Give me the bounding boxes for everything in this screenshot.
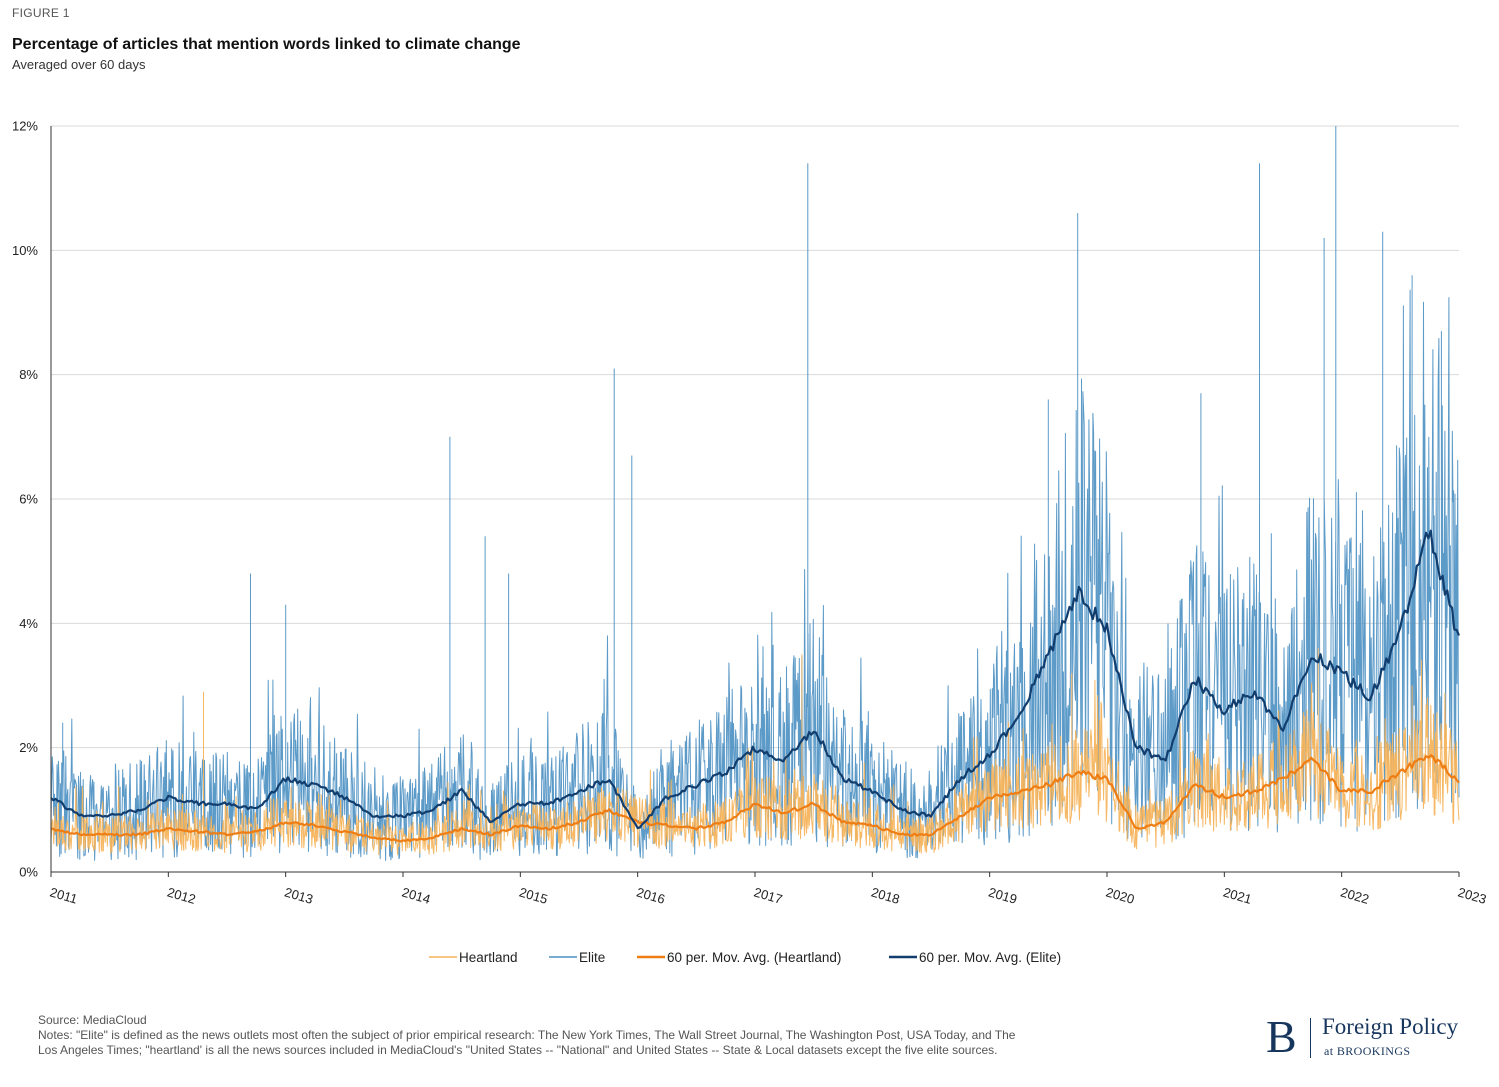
x-tick-label: 2011: [48, 884, 79, 906]
x-tick-label: 2013: [283, 884, 315, 906]
daily-series: [50, 126, 1460, 861]
x-tick-label: 2020: [1104, 884, 1136, 906]
legend-label: 60 per. Mov. Avg. (Heartland): [667, 950, 841, 965]
chart-title: Percentage of articles that mention word…: [12, 36, 521, 53]
y-tick-label: 6%: [19, 492, 38, 507]
x-tick-label: 2022: [1339, 884, 1371, 906]
x-tick-label: 2019: [987, 884, 1019, 906]
x-axis-ticks: 2011 2012 2013 2014 2015 2016 2017 2018 2019 2020…: [48, 872, 1488, 907]
x-tick-label: 2023: [1456, 884, 1488, 906]
y-tick-label: 2%: [19, 740, 38, 755]
chart-subtitle: Averaged over 60 days: [12, 57, 146, 72]
x-tick-label: 2012: [166, 884, 198, 906]
y-tick-label: 8%: [19, 367, 38, 382]
logo-name: Foreign Policy: [1322, 1014, 1459, 1039]
logo-divider: [1310, 1018, 1311, 1058]
line-chart: 0%2%4%6%8%10%12% 2011 2012 2013 2014 2015 201…: [12, 119, 1488, 966]
legend-label: Heartland: [459, 950, 518, 965]
x-tick-label: 2015: [518, 884, 550, 906]
notes-text: Notes: "Elite" is defined as the news ou…: [38, 1028, 1016, 1057]
legend-label: Elite: [579, 950, 605, 965]
x-tick-label: 2016: [635, 884, 667, 906]
y-tick-label: 0%: [19, 865, 38, 880]
y-tick-label: 4%: [19, 616, 38, 631]
average-series: [50, 529, 1461, 843]
logo-subtitle: at BROOKINGS: [1324, 1044, 1411, 1058]
x-tick-label: 2014: [400, 884, 432, 906]
y-axis-ticks: 0% 2% 4% 6% 8% 10% 12%: [12, 119, 38, 880]
x-tick-label: 2018: [870, 884, 902, 906]
brookings-b-mark: B: [1266, 1011, 1297, 1062]
source-note: Source: MediaCloud: [38, 1013, 147, 1027]
series-line-heartland: [50, 648, 1460, 856]
y-tick-label: 12%: [12, 119, 38, 134]
series-line-60-per-mov-avg-elite: [50, 529, 1461, 830]
series-line-elite: [50, 126, 1460, 861]
series-line-60-per-mov-avg-heartland: [51, 754, 1460, 843]
legend-label: 60 per. Mov. Avg. (Elite): [919, 950, 1061, 965]
figure-label: FIGURE 1: [12, 6, 70, 20]
y-tick-label: 10%: [12, 243, 38, 258]
x-tick-label: 2021: [1222, 884, 1254, 906]
foreign-policy-logo: B Foreign Policy at BROOKINGS: [1266, 1012, 1481, 1062]
legend: Heartland Elite 60 per. Mov. Avg. (Heartla…: [429, 950, 1061, 965]
x-tick-label: 2017: [752, 884, 784, 906]
